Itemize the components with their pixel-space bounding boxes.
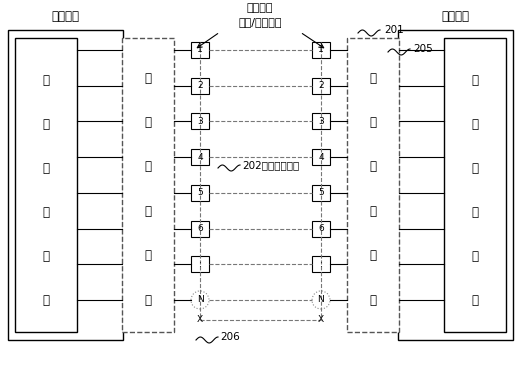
Bar	[312, 256, 330, 272]
Text: 能: 能	[472, 206, 478, 218]
Text: 1: 1	[197, 45, 203, 55]
Text: 码: 码	[369, 205, 377, 218]
Text: 部: 部	[43, 117, 49, 131]
Text: 3: 3	[318, 117, 324, 126]
Text: 集成电路: 集成电路	[52, 10, 80, 23]
Text: 5: 5	[318, 188, 324, 197]
Text: 路: 路	[144, 293, 152, 307]
Text: 4: 4	[318, 153, 324, 162]
Text: 功: 功	[472, 162, 478, 175]
Text: 206: 206	[220, 332, 240, 342]
Bar	[122, 38, 174, 332]
Text: 码: 码	[369, 116, 377, 129]
Text: 集成电路: 集成电路	[441, 10, 469, 23]
Text: 内: 内	[472, 73, 478, 86]
Bar	[312, 185, 330, 201]
Text: 6: 6	[197, 224, 203, 233]
Text: 功: 功	[43, 162, 49, 175]
Bar	[312, 221, 330, 237]
Text: 1: 1	[318, 45, 324, 55]
Circle shape	[191, 291, 209, 309]
Text: 6: 6	[318, 224, 324, 233]
Bar	[312, 78, 330, 94]
Text: 内: 内	[43, 73, 49, 86]
Text: 码: 码	[144, 205, 152, 218]
Bar	[312, 42, 330, 58]
Text: 路: 路	[369, 293, 377, 307]
Circle shape	[312, 291, 330, 309]
Text: 电: 电	[369, 249, 377, 262]
Text: 路: 路	[43, 293, 49, 307]
Bar	[191, 185, 209, 201]
Bar	[191, 42, 209, 58]
Text: 2: 2	[318, 81, 324, 90]
Text: 部: 部	[472, 117, 478, 131]
Text: 解: 解	[369, 160, 377, 173]
Bar	[312, 113, 330, 130]
Text: 编: 编	[369, 72, 377, 85]
Text: 2: 2	[197, 81, 203, 90]
Text: 输入/输出接口: 输入/输出接口	[238, 17, 282, 27]
Bar	[191, 256, 209, 272]
Text: 205: 205	[413, 44, 433, 54]
Bar	[8, 30, 123, 340]
Text: :: :	[199, 260, 202, 269]
Bar	[398, 30, 513, 340]
Text: 202片外电气连接: 202片外电气连接	[242, 160, 299, 170]
Bar	[191, 221, 209, 237]
Text: X: X	[318, 315, 324, 324]
Text: 电: 电	[144, 249, 152, 262]
Text: 能: 能	[43, 206, 49, 218]
Text: 3: 3	[197, 117, 203, 126]
Bar	[312, 149, 330, 165]
Bar	[191, 113, 209, 130]
Bar	[15, 38, 77, 332]
Text: 解: 解	[144, 160, 152, 173]
Bar	[347, 38, 399, 332]
Text: 4: 4	[197, 153, 203, 162]
Bar	[191, 78, 209, 94]
Text: 5: 5	[197, 188, 203, 197]
Text: 编: 编	[144, 72, 152, 85]
Text: 路: 路	[472, 293, 478, 307]
Text: 电: 电	[472, 249, 478, 262]
Text: 码: 码	[144, 116, 152, 129]
Bar	[444, 38, 506, 332]
Bar	[191, 149, 209, 165]
Text: 集成电路: 集成电路	[247, 3, 273, 13]
Text: 电: 电	[43, 249, 49, 262]
Text: N: N	[196, 296, 203, 304]
Text: X: X	[197, 315, 203, 324]
Text: :: :	[319, 260, 322, 269]
Text: N: N	[318, 296, 325, 304]
Text: 201: 201	[384, 25, 404, 35]
